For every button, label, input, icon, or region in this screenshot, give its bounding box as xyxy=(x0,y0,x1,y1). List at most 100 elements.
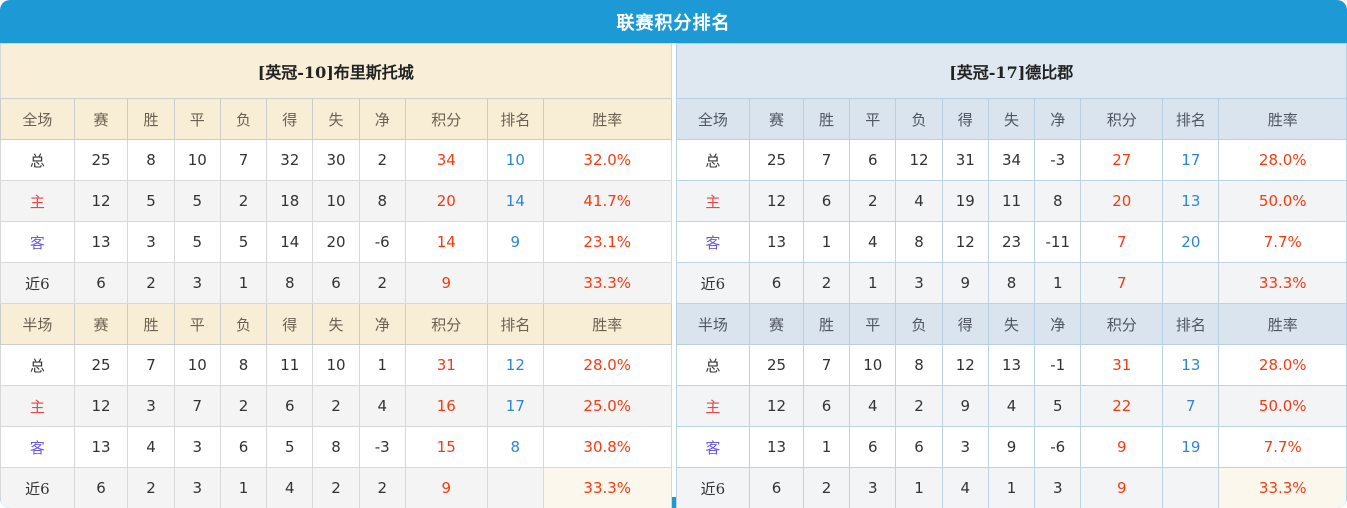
stat-cell: 6 xyxy=(266,385,314,427)
column-header: 胜率 xyxy=(542,98,672,140)
stat-cell: 6 xyxy=(312,262,360,304)
stat-cell: 10 xyxy=(173,139,221,181)
rank-cell xyxy=(486,262,544,304)
stat-cell: 1 xyxy=(1034,262,1082,304)
stat-cell: -3 xyxy=(358,426,406,468)
winrate-cell: 33.3% xyxy=(1218,262,1347,304)
scope-label: 全场 xyxy=(0,98,75,140)
stat-cell: 8 xyxy=(358,180,406,222)
team-name: [英冠-10]布里斯托城 xyxy=(0,43,672,99)
stat-cell: 3 xyxy=(173,467,221,508)
stat-cell: 32 xyxy=(266,139,314,181)
stat-cell: 13 xyxy=(987,344,1036,386)
stat-cell: 1 xyxy=(987,467,1036,508)
row-label: 客 xyxy=(0,221,75,263)
column-header: 平 xyxy=(849,98,897,140)
stat-cell: 12 xyxy=(73,180,129,222)
winrate-cell: 33.3% xyxy=(1218,467,1347,508)
rank-cell: 19 xyxy=(1162,426,1220,468)
column-header: 胜率 xyxy=(542,303,672,345)
half-match-section: 半场赛胜平负得失净积分 排名 胜率总 25 7 10 8 11 10 1 31 12 28.0% 主 12 3… xyxy=(0,303,672,508)
winrate-cell: 25.0% xyxy=(542,385,672,427)
row-label: 总 xyxy=(0,139,75,181)
stat-cell: 25 xyxy=(749,139,804,181)
stat-cell: 1 xyxy=(358,344,406,386)
rank-cell: 12 xyxy=(486,344,544,386)
stat-cell: 3 xyxy=(173,262,221,304)
stat-cell: 9 xyxy=(987,426,1036,468)
points-cell: 15 xyxy=(404,426,488,468)
full-match-section: 全场赛胜平负得失净积分 排名 胜率总 25 7 6 12 31 34 -3 27 17 28.0% 主 12… xyxy=(675,98,1347,304)
row-label: 总 xyxy=(675,344,751,386)
row-label: 主 xyxy=(0,180,75,222)
column-header: 积分 xyxy=(404,303,488,345)
stat-cell: 6 xyxy=(73,467,129,508)
column-header-row: 半场赛胜平负得失净积分 排名 胜率 xyxy=(675,303,1347,345)
row-label: 主 xyxy=(675,180,751,222)
stat-cell: 8 xyxy=(895,221,943,263)
rank-cell: 14 xyxy=(486,180,544,222)
column-header: 平 xyxy=(173,303,221,345)
table-row: 近6 6 2 3 1 4 1 3 9 33.3% xyxy=(675,467,1347,508)
winrate-cell: 32.0% xyxy=(542,139,672,181)
stat-cell: 3 xyxy=(127,385,175,427)
stat-cell: 4 xyxy=(941,467,989,508)
stat-cell: 3 xyxy=(173,426,221,468)
stat-cell: 12 xyxy=(749,180,804,222)
column-header: 平 xyxy=(849,303,897,345)
column-header: 赛 xyxy=(73,98,129,140)
table-row: 主 12 5 5 2 18 10 8 20 14 41.7% xyxy=(0,180,672,222)
widget-title-bar: 联赛积分排名 xyxy=(0,0,1347,43)
column-header: 胜率 xyxy=(1218,98,1347,140)
table-row: 总 25 7 10 8 11 10 1 31 12 28.0% xyxy=(0,344,672,386)
stat-cell: 4 xyxy=(895,180,943,222)
rank-cell: 13 xyxy=(1162,180,1220,222)
stat-cell: 2 xyxy=(802,262,851,304)
team-header-row: [英冠-10]布里斯托城 xyxy=(0,43,672,99)
stat-cell: -1 xyxy=(1034,344,1082,386)
stat-cell: 13 xyxy=(73,221,129,263)
stat-cell: 10 xyxy=(849,344,897,386)
row-label: 总 xyxy=(675,139,751,181)
column-header: 失 xyxy=(312,98,360,140)
table-row: 近6 6 2 3 1 8 6 2 9 33.3% xyxy=(0,262,672,304)
stat-cell: 12 xyxy=(73,385,129,427)
stat-cell: 8 xyxy=(987,262,1036,304)
stat-cell: 2 xyxy=(312,467,360,508)
points-cell: 14 xyxy=(404,221,488,263)
team-header-row: [英冠-17]德比郡 xyxy=(675,43,1347,99)
winrate-cell: 30.8% xyxy=(542,426,672,468)
stat-cell: 30 xyxy=(312,139,360,181)
stat-cell: 6 xyxy=(895,426,943,468)
column-header: 失 xyxy=(987,303,1036,345)
stat-cell: -3 xyxy=(1034,139,1082,181)
column-header: 排名 xyxy=(486,303,544,345)
stat-cell: 1 xyxy=(219,467,268,508)
winrate-cell: 23.1% xyxy=(542,221,672,263)
stat-cell: 31 xyxy=(941,139,989,181)
winrate-cell: 7.7% xyxy=(1218,426,1347,468)
stat-cell: 2 xyxy=(895,385,943,427)
stat-cell: 1 xyxy=(895,467,943,508)
winrate-cell: 28.0% xyxy=(1218,344,1347,386)
table-row: 总 25 8 10 7 32 30 2 34 10 32.0% xyxy=(0,139,672,181)
row-label: 客 xyxy=(675,426,751,468)
stat-cell: 8 xyxy=(312,426,360,468)
stat-cell: 34 xyxy=(987,139,1036,181)
stat-cell: 1 xyxy=(802,221,851,263)
stat-cell: 2 xyxy=(219,385,268,427)
column-header: 赛 xyxy=(73,303,129,345)
rank-cell: 20 xyxy=(1162,221,1220,263)
row-label: 总 xyxy=(0,344,75,386)
rank-cell: 17 xyxy=(486,385,544,427)
stat-cell: 12 xyxy=(941,344,989,386)
stat-cell: 13 xyxy=(73,426,129,468)
stat-cell: 8 xyxy=(895,344,943,386)
stat-cell: 6 xyxy=(802,180,851,222)
points-cell: 31 xyxy=(404,344,488,386)
stat-cell: 25 xyxy=(749,344,804,386)
row-label: 近6 xyxy=(0,262,75,304)
column-header: 负 xyxy=(219,303,268,345)
winrate-cell: 28.0% xyxy=(542,344,672,386)
scope-label: 全场 xyxy=(675,98,751,140)
